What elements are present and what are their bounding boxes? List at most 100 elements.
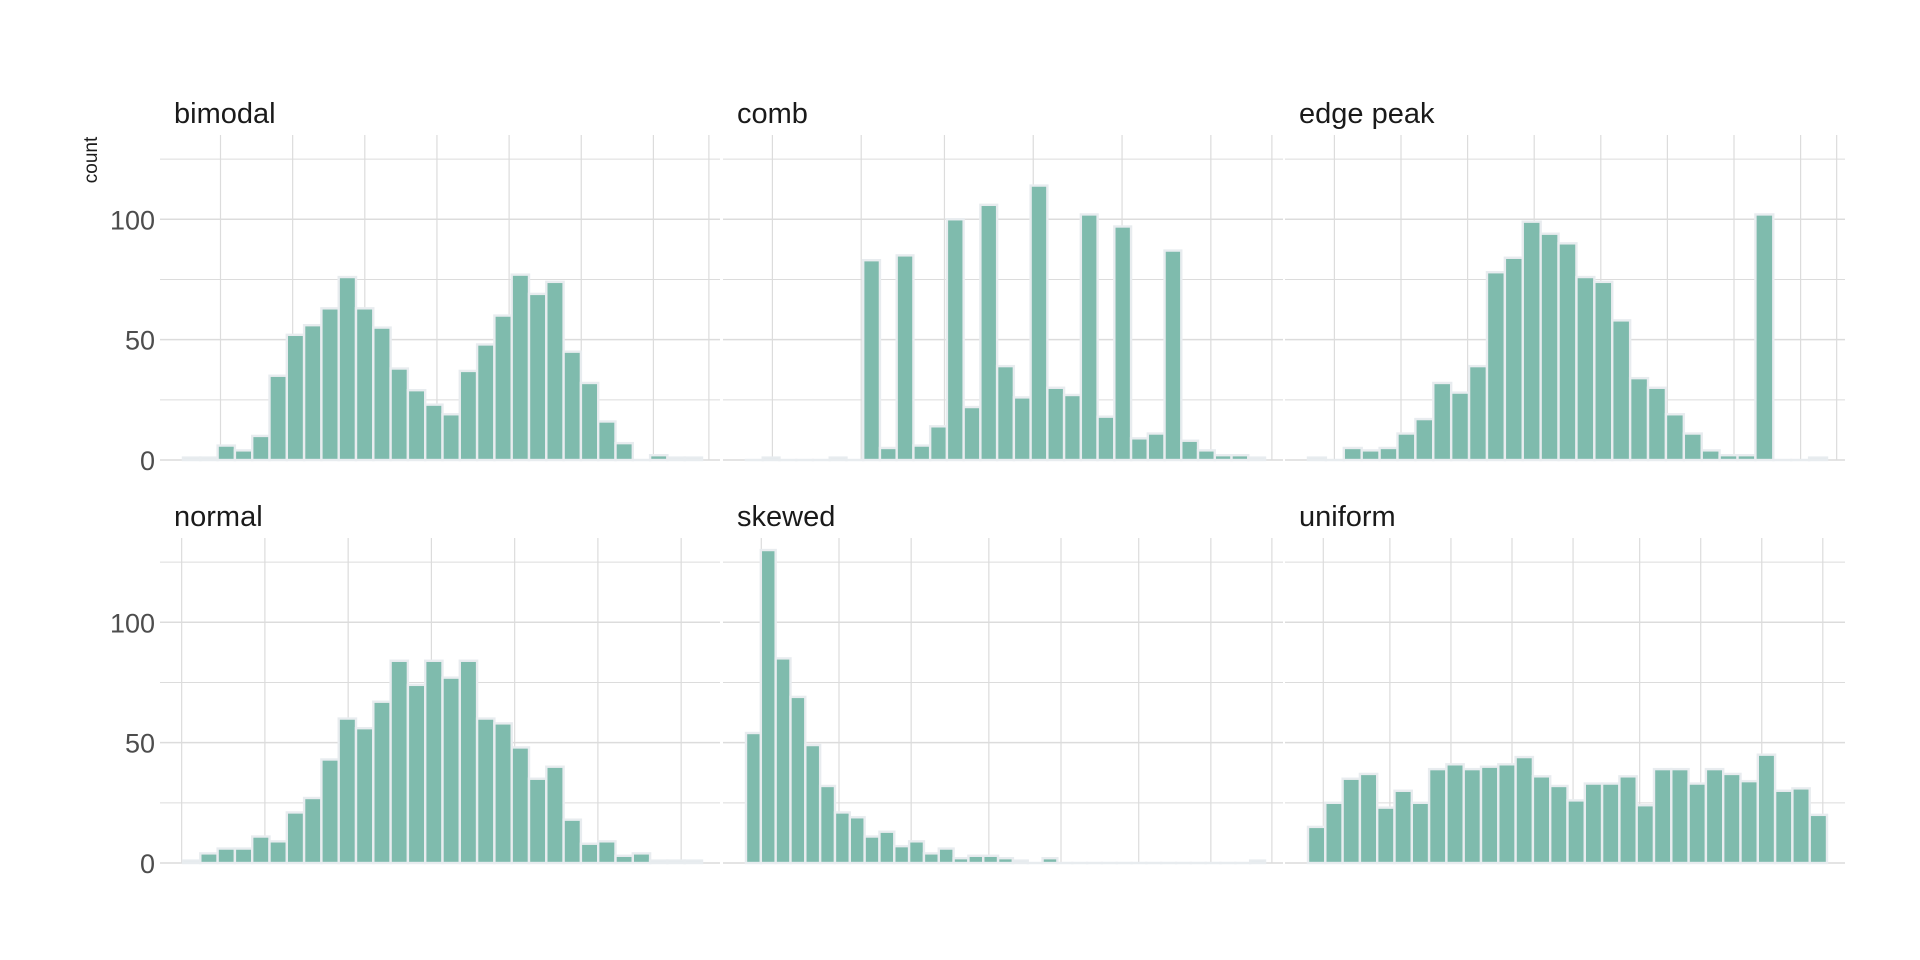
histogram-bar xyxy=(1096,415,1116,462)
histogram-bar xyxy=(406,683,427,865)
histogram-bar xyxy=(945,218,965,462)
histogram-bar xyxy=(666,456,686,462)
histogram-bar xyxy=(458,369,479,462)
histogram-bar xyxy=(354,307,375,462)
histogram-bar xyxy=(937,847,955,865)
histogram-bar xyxy=(878,830,896,865)
histogram-bar xyxy=(424,403,444,462)
histogram-bar xyxy=(744,731,763,865)
histogram-bar xyxy=(1062,393,1083,462)
histogram-bar xyxy=(979,203,999,462)
histogram-bar xyxy=(893,844,911,865)
histogram-bar xyxy=(878,446,898,462)
histogram-bar xyxy=(1360,449,1381,462)
y-tick-label: 0 xyxy=(140,849,155,879)
histogram-bar xyxy=(1682,432,1703,462)
histogram-bar xyxy=(761,456,781,462)
histogram-bar xyxy=(406,388,427,462)
histogram-bar xyxy=(1129,437,1150,462)
histogram-bar xyxy=(527,292,548,462)
histogram-bar xyxy=(1306,456,1328,462)
histogram-bar xyxy=(389,367,410,462)
histogram-bar xyxy=(1113,225,1133,462)
facet-title-comb: comb xyxy=(737,98,808,130)
histogram-bar xyxy=(1670,767,1690,865)
histogram-bar xyxy=(818,784,837,865)
histogram-bar xyxy=(683,859,704,865)
histogram-bar xyxy=(268,374,288,462)
histogram-bar xyxy=(1467,364,1489,462)
histogram-bar xyxy=(1635,804,1656,865)
histogram-bar xyxy=(510,746,531,865)
histogram-bar xyxy=(1445,763,1465,865)
histogram-bar xyxy=(848,816,866,865)
bar-layer xyxy=(181,184,1829,865)
histogram-bar xyxy=(1514,755,1535,865)
histogram-bar xyxy=(928,425,949,462)
histogram-bar xyxy=(199,456,219,462)
histogram-bar xyxy=(1306,825,1327,865)
histogram-bar xyxy=(833,811,852,865)
histogram-bar xyxy=(250,434,271,462)
histogram-bar xyxy=(475,343,496,462)
histogram-bar xyxy=(962,405,982,462)
histogram-bar xyxy=(1449,391,1471,462)
histogram-bar xyxy=(1029,184,1049,462)
histogram-bar xyxy=(1046,386,1066,462)
histogram-bar xyxy=(1557,242,1578,462)
histogram-bar xyxy=(774,657,792,865)
histogram-bar xyxy=(1773,789,1794,865)
histogram-bar xyxy=(1652,767,1673,865)
y-tick-label: 100 xyxy=(110,205,155,235)
histogram-bar xyxy=(1213,453,1233,462)
histogram-bar xyxy=(912,444,932,462)
histogram-bar xyxy=(1393,789,1413,865)
histogram-bar xyxy=(458,659,479,865)
histogram-bar xyxy=(861,258,882,462)
histogram-bar xyxy=(320,307,340,462)
histogram-bar xyxy=(285,811,306,865)
histogram-bar xyxy=(863,835,881,865)
histogram-bar xyxy=(631,852,652,865)
y-tick-label: 50 xyxy=(125,326,155,356)
histogram-bar xyxy=(1618,775,1638,865)
histogram-bar xyxy=(1180,439,1200,462)
histogram-bar xyxy=(967,854,985,865)
histogram-bar xyxy=(579,842,600,865)
histogram-bar xyxy=(545,280,565,462)
histogram-bar xyxy=(250,835,271,865)
histogram-bar xyxy=(1600,782,1621,865)
histogram-bar xyxy=(907,840,926,865)
histogram-bar xyxy=(562,350,583,462)
histogram-bar xyxy=(1739,779,1759,865)
facet-title-skewed: skewed xyxy=(737,501,835,533)
histogram-bar xyxy=(475,717,496,865)
histogram-bar xyxy=(1611,319,1632,462)
histogram-bar xyxy=(216,444,237,462)
histogram-bar xyxy=(1754,213,1775,462)
histogram-bar xyxy=(1396,432,1417,462)
histogram-bar xyxy=(1432,381,1453,462)
histogram-bar xyxy=(285,333,306,462)
histogram-bar xyxy=(424,659,444,865)
histogram-bar xyxy=(1247,456,1267,462)
y-tick-label: 50 xyxy=(125,729,155,759)
histogram-bar xyxy=(1664,413,1686,462)
histogram-bar xyxy=(1079,213,1099,462)
histogram-bar xyxy=(1414,417,1435,462)
histogram-bar xyxy=(1807,456,1829,462)
histogram-bar xyxy=(614,854,634,865)
histogram-bar xyxy=(648,859,669,865)
histogram-bar xyxy=(1462,767,1483,865)
text-layer: bimodal 0 50 100 comb edge peak normal 0 50 100 sk… xyxy=(110,98,1435,879)
histogram-bar xyxy=(1791,787,1811,865)
histogram-bar xyxy=(996,856,1015,865)
histogram-bar xyxy=(337,275,358,462)
histogram-bar xyxy=(545,765,565,865)
histogram-bar xyxy=(302,323,323,462)
facet-title-bimodal: bimodal xyxy=(174,98,276,130)
histogram-bar xyxy=(614,441,634,462)
histogram-bar xyxy=(1012,396,1032,462)
